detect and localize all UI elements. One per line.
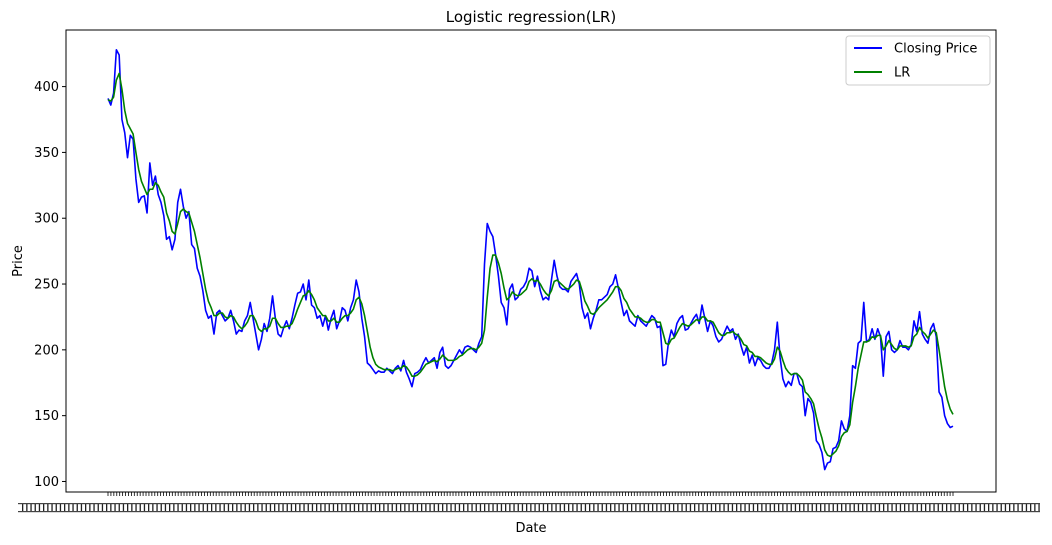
series-line-1 bbox=[107, 72, 954, 458]
series-line-0 bbox=[107, 48, 954, 471]
y-axis: 100 150 200 250 300 350 400 bbox=[34, 80, 66, 490]
y-tick-label: 100 bbox=[34, 475, 59, 490]
y-tick-label: 150 bbox=[34, 409, 59, 424]
plot-area bbox=[65, 29, 997, 493]
chart-title: Logistic regression(LR) bbox=[446, 8, 616, 26]
x-axis-label: Date bbox=[515, 521, 546, 536]
y-tick-label: 200 bbox=[34, 343, 59, 358]
legend-label-0: Closing Price bbox=[894, 42, 977, 57]
y-tick-label: 250 bbox=[34, 278, 59, 293]
y-axis-label: Price bbox=[11, 245, 26, 277]
y-tick-label: 350 bbox=[34, 146, 59, 161]
legend-label-1: LR bbox=[894, 66, 910, 81]
legend: Closing Price LR bbox=[845, 35, 991, 86]
y-tick-label: 300 bbox=[34, 212, 59, 227]
y-tick-label: 400 bbox=[34, 80, 59, 95]
x-tick-label-clutter bbox=[18, 503, 1040, 513]
series-lines bbox=[107, 48, 954, 471]
x-axis bbox=[18, 492, 1040, 513]
